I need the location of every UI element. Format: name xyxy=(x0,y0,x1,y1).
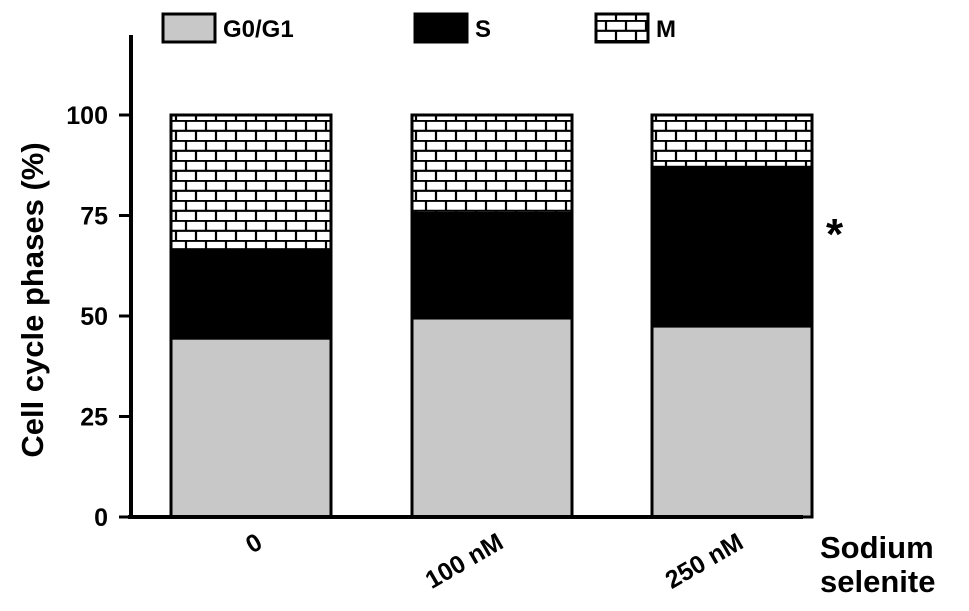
y-tick-label: 75 xyxy=(80,203,108,231)
significance-asterisk: * xyxy=(826,210,844,259)
legend-swatch-s xyxy=(413,12,469,44)
legend-swatch-m xyxy=(594,12,650,44)
y-tick-label: 0 xyxy=(94,504,108,532)
bar-segment-m-0 xyxy=(169,113,333,252)
bar-segment-s-2 xyxy=(650,165,814,328)
bar-segment-g0g1-2 xyxy=(650,324,814,519)
y-tick-label: 25 xyxy=(80,404,108,432)
x-axis-title-line-1: Sodium xyxy=(820,530,934,565)
legend-label-s: S xyxy=(475,16,491,43)
bar-segment-m-1 xyxy=(410,113,574,215)
x-axis-title-line-2: selenite xyxy=(820,564,935,599)
bar-segment-g0g1-1 xyxy=(410,316,574,519)
legend-label-m: M xyxy=(656,16,676,43)
y-axis-title: Cell cycle phases (%) xyxy=(15,142,50,457)
x-ticks-layer: 0 100 nM 250 nM xyxy=(241,528,748,595)
legend: G0/G1 S M xyxy=(161,12,676,44)
legend-label-g0g1: G0/G1 xyxy=(223,16,294,43)
x-tick-label: 0 xyxy=(241,528,267,559)
y-ticks-layer: 0 25 50 75 100 xyxy=(66,102,131,532)
y-tick-label: 50 xyxy=(80,303,108,331)
legend-swatch-g0g1 xyxy=(161,12,217,44)
y-tick-label: 100 xyxy=(66,102,108,130)
bar-segment-m-2 xyxy=(650,113,814,169)
x-tick-label: 100 nM xyxy=(421,528,508,595)
bar-segment-s-0 xyxy=(169,248,333,340)
bar-segment-g0g1-0 xyxy=(169,336,333,519)
bars-layer xyxy=(169,113,814,519)
x-tick-label: 250 nM xyxy=(661,528,748,595)
bar-segment-s-1 xyxy=(410,211,574,320)
